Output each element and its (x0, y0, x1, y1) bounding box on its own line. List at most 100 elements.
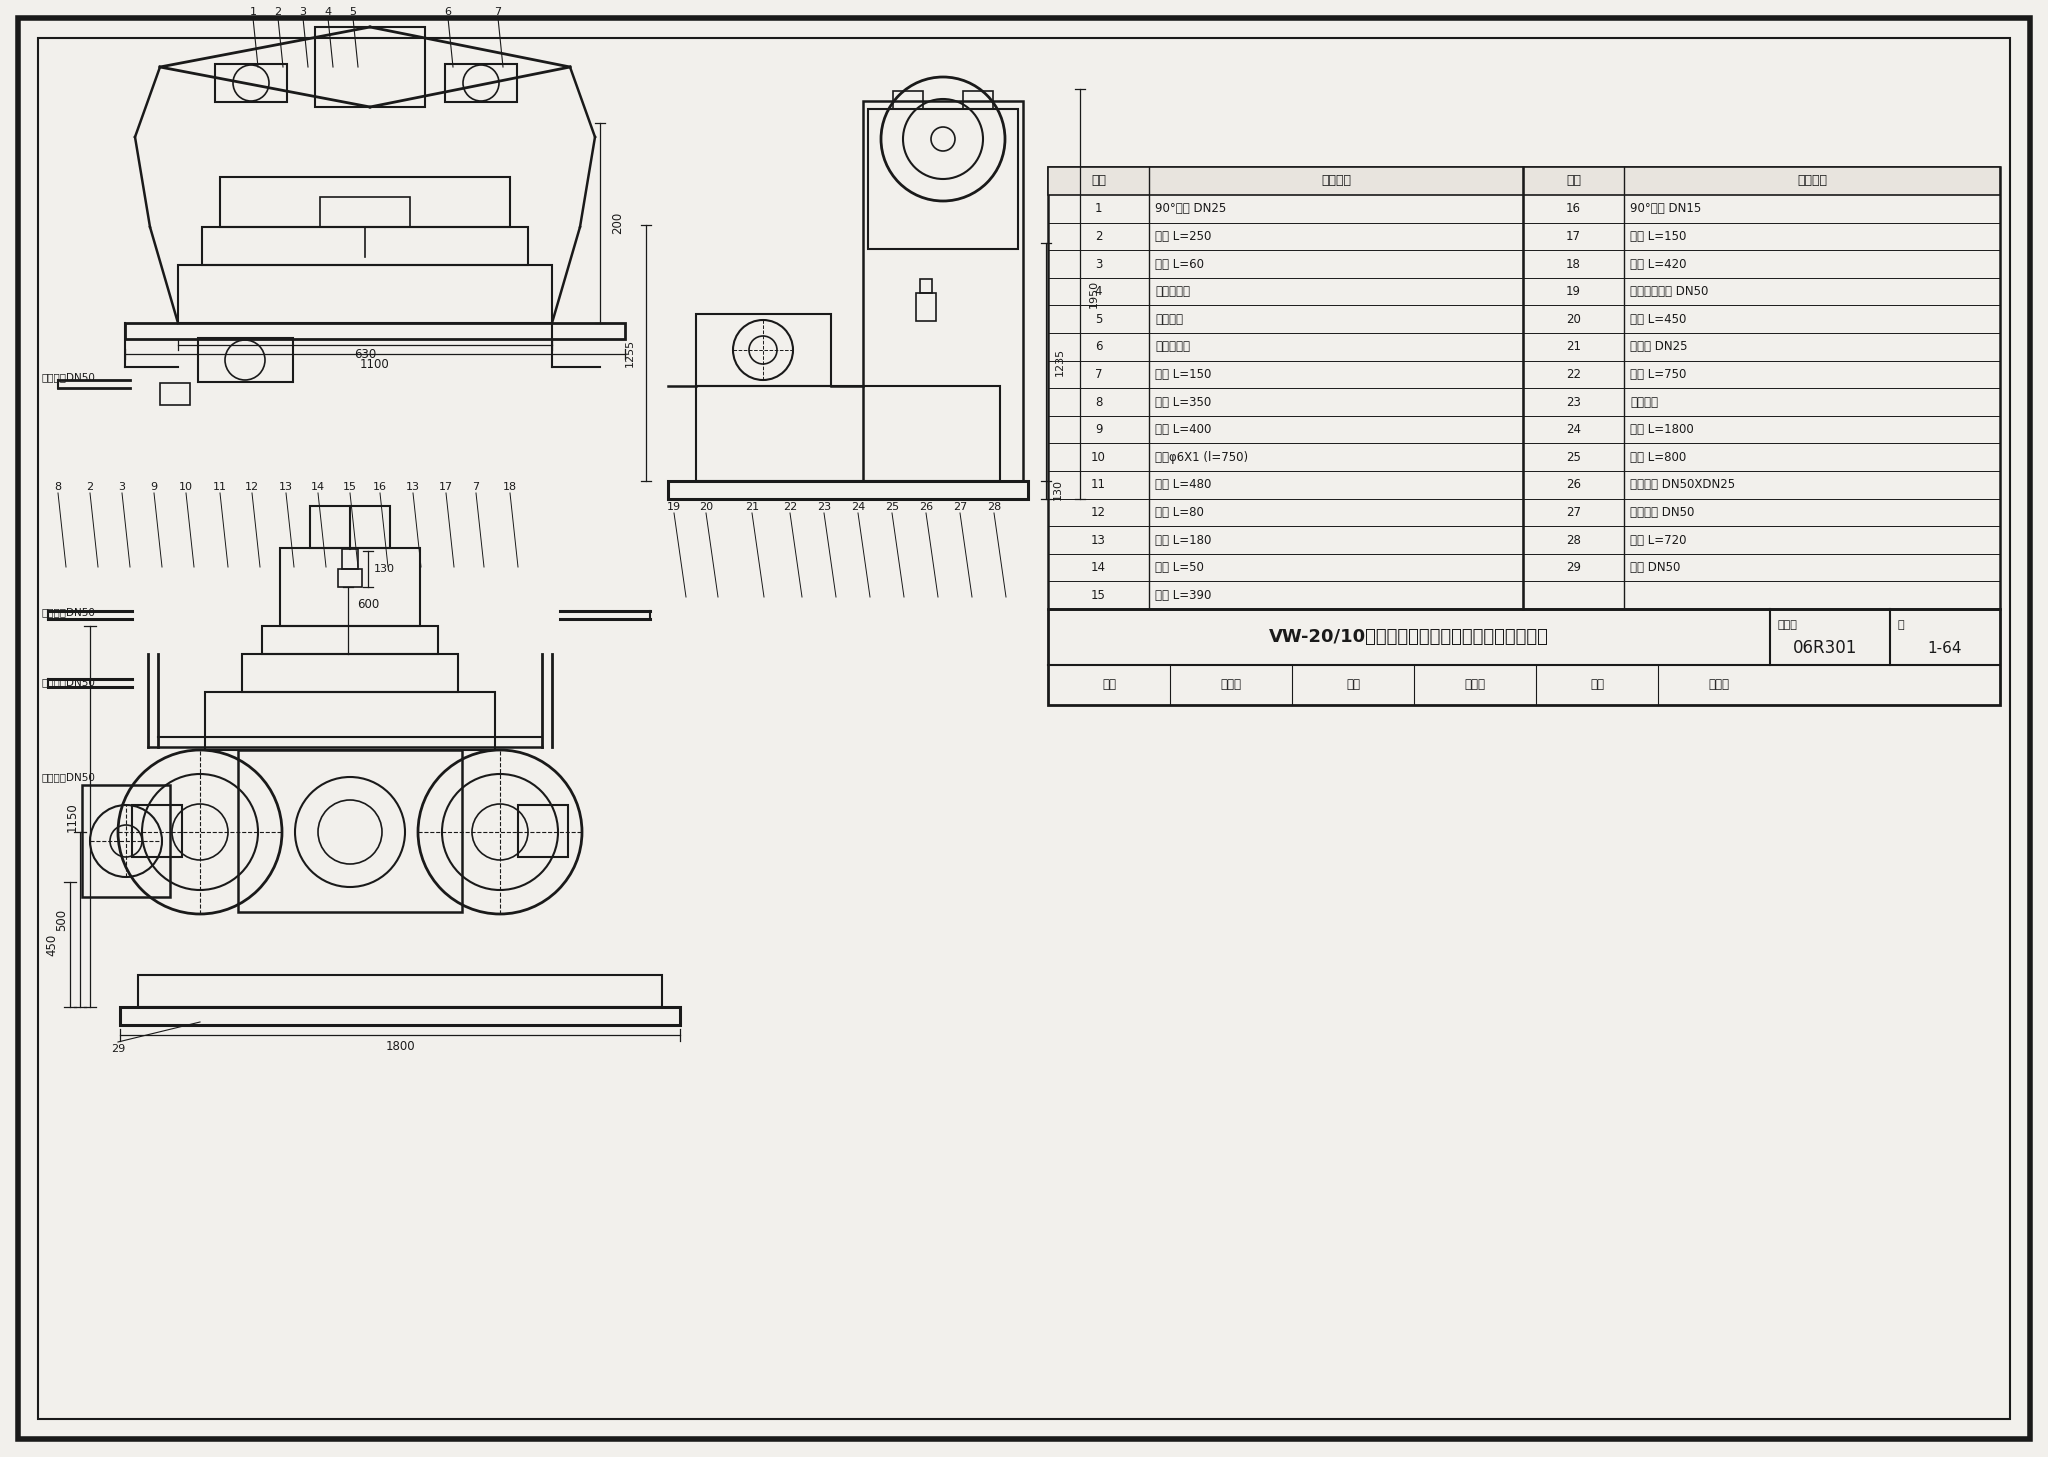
Text: 7: 7 (494, 7, 502, 17)
Text: 水管 L=480: 水管 L=480 (1155, 478, 1210, 491)
Text: 500: 500 (55, 909, 68, 931)
Text: 13: 13 (279, 482, 293, 492)
Text: 水管 L=750: 水管 L=750 (1630, 369, 1686, 380)
Text: 进口管径DN50: 进口管径DN50 (43, 772, 96, 782)
Text: 28: 28 (1567, 533, 1581, 546)
Text: 12: 12 (1092, 506, 1106, 519)
Bar (696, 386, 999, 481)
Text: 水管 L=50: 水管 L=50 (1155, 561, 1204, 574)
Text: 3: 3 (119, 482, 125, 492)
Bar (893, 90, 924, 109)
Text: 16: 16 (373, 482, 387, 492)
Text: 审核: 审核 (1102, 679, 1116, 692)
Bar (338, 570, 362, 587)
Text: 7: 7 (1096, 369, 1102, 380)
Text: 水管 L=390: 水管 L=390 (1155, 589, 1210, 602)
Text: 18: 18 (504, 482, 516, 492)
Text: 14: 14 (1092, 561, 1106, 574)
Text: 06R301: 06R301 (1792, 640, 1858, 657)
Text: 28: 28 (987, 503, 1001, 511)
Text: 21: 21 (745, 503, 760, 511)
Text: 1255: 1255 (625, 339, 635, 367)
Bar (668, 481, 1028, 498)
Bar (518, 806, 567, 857)
Bar (178, 265, 553, 323)
Text: 序号: 序号 (1092, 175, 1106, 188)
Bar (121, 1007, 680, 1026)
Text: 23: 23 (817, 503, 831, 511)
Text: 序号: 序号 (1567, 175, 1581, 188)
Text: 2: 2 (274, 7, 281, 17)
Text: 20: 20 (1567, 313, 1581, 326)
Text: 水管 L=150: 水管 L=150 (1155, 369, 1210, 380)
Text: 6: 6 (1096, 341, 1102, 353)
Text: 14: 14 (311, 482, 326, 492)
Text: 7: 7 (473, 482, 479, 492)
Text: 25: 25 (1567, 450, 1581, 463)
Text: 名称规格: 名称规格 (1796, 175, 1827, 188)
Text: 校对: 校对 (1346, 679, 1360, 692)
Text: 27: 27 (1567, 506, 1581, 519)
Text: 水管 L=150: 水管 L=150 (1630, 230, 1686, 243)
Bar (315, 28, 426, 106)
Text: 金属软接管: 金属软接管 (1155, 286, 1190, 299)
Text: 3: 3 (299, 7, 307, 17)
Text: 20: 20 (698, 503, 713, 511)
Text: 5: 5 (350, 7, 356, 17)
Text: 200: 200 (612, 211, 625, 235)
Bar (1049, 168, 2001, 609)
Text: 出口管径DN50: 出口管径DN50 (43, 678, 96, 688)
Text: 24: 24 (850, 503, 864, 511)
Text: 水管 L=720: 水管 L=720 (1630, 533, 1686, 546)
Text: 26: 26 (920, 503, 934, 511)
Bar (862, 101, 1024, 481)
Text: 8: 8 (1096, 395, 1102, 408)
Text: 水管 L=80: 水管 L=80 (1155, 506, 1204, 519)
Bar (963, 90, 993, 109)
Text: 水管配件: 水管配件 (1155, 313, 1184, 326)
Text: 15: 15 (1092, 589, 1106, 602)
Text: 水管 L=420: 水管 L=420 (1630, 258, 1686, 271)
Bar (309, 506, 389, 548)
Text: 23: 23 (1567, 395, 1581, 408)
Bar (262, 627, 438, 654)
Bar (1049, 609, 2001, 705)
Text: 1950: 1950 (1090, 280, 1100, 307)
Text: 130: 130 (373, 564, 395, 574)
Text: 水管 L=800: 水管 L=800 (1630, 450, 1686, 463)
Text: 活接头 DN25: 活接头 DN25 (1630, 341, 1688, 353)
Text: 26: 26 (1567, 478, 1581, 491)
Text: 27: 27 (952, 503, 967, 511)
Text: 外方管筒 DN50: 外方管筒 DN50 (1630, 506, 1694, 519)
Text: 24: 24 (1567, 423, 1581, 436)
Text: 图集号: 图集号 (1778, 619, 1798, 629)
Text: 水管 L=180: 水管 L=180 (1155, 533, 1210, 546)
Text: VW-20/10型无润滑活塞式空气压缩机冷却水管图: VW-20/10型无润滑活塞式空气压缩机冷却水管图 (1270, 628, 1548, 645)
Text: 10: 10 (178, 482, 193, 492)
Text: 水管 L=250: 水管 L=250 (1155, 230, 1210, 243)
Text: 设计: 设计 (1589, 679, 1604, 692)
Text: 水管 L=60: 水管 L=60 (1155, 258, 1204, 271)
Text: 异径接头 DN50XDN25: 异径接头 DN50XDN25 (1630, 478, 1735, 491)
Text: 进口管径DN50: 进口管径DN50 (43, 372, 96, 382)
Text: 11: 11 (213, 482, 227, 492)
Text: 刘广明: 刘广明 (1708, 679, 1729, 692)
Text: 18: 18 (1567, 258, 1581, 271)
Text: 29: 29 (1567, 561, 1581, 574)
Bar (205, 692, 496, 750)
Text: 22: 22 (782, 503, 797, 511)
Text: 1: 1 (250, 7, 256, 17)
Text: 12: 12 (246, 482, 258, 492)
Text: 页: 页 (1898, 619, 1905, 629)
Text: 1100: 1100 (360, 358, 389, 372)
Text: 8: 8 (55, 482, 61, 492)
Text: 600: 600 (356, 599, 379, 612)
Text: 水管 L=350: 水管 L=350 (1155, 395, 1210, 408)
Bar (137, 975, 662, 1007)
Text: 9: 9 (1096, 423, 1102, 436)
Text: 450: 450 (45, 934, 59, 956)
Text: 三通 DN50: 三通 DN50 (1630, 561, 1679, 574)
Text: 22: 22 (1567, 369, 1581, 380)
Text: 5: 5 (1096, 313, 1102, 326)
Text: 内螺纹截止阀 DN50: 内螺纹截止阀 DN50 (1630, 286, 1708, 299)
